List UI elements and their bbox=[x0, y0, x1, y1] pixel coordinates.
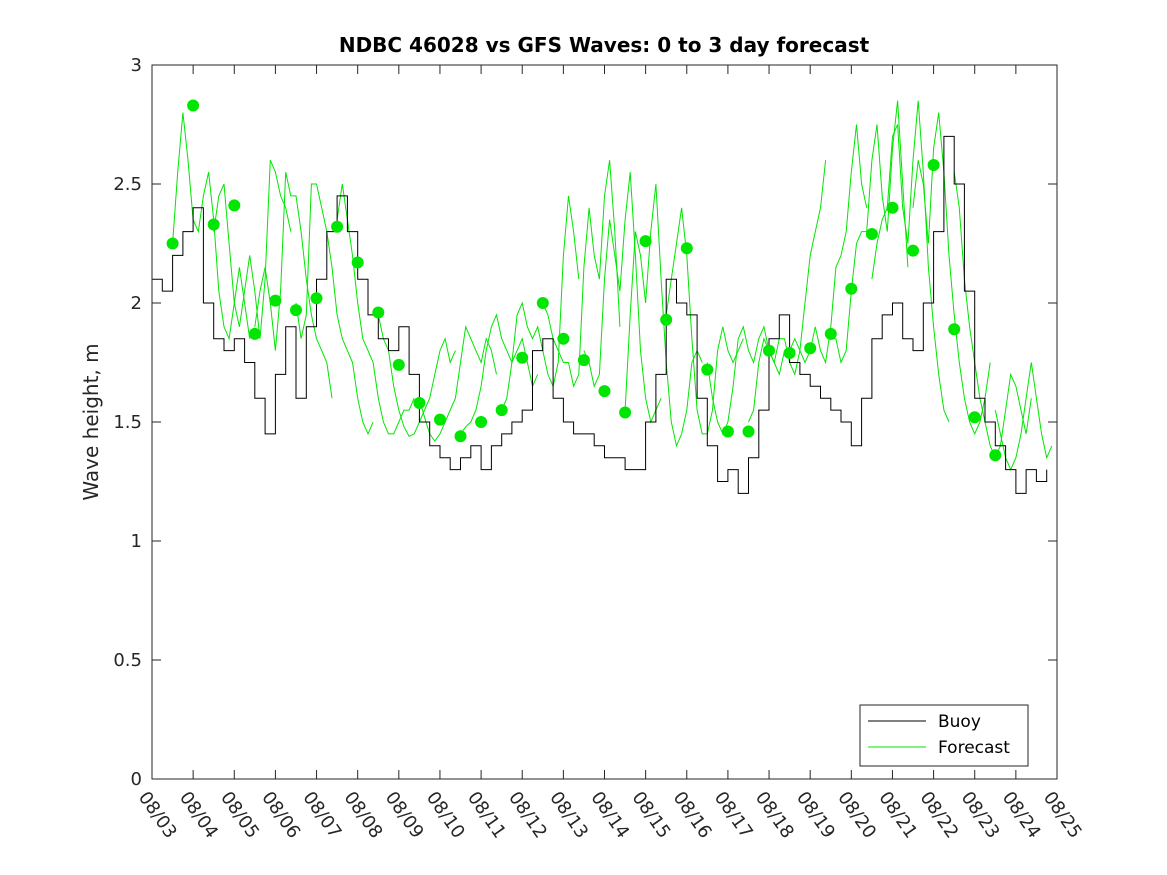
forecast-run-line bbox=[418, 324, 497, 442]
forecast-point bbox=[845, 282, 858, 295]
forecast-run-line bbox=[665, 207, 744, 435]
forecast-point bbox=[804, 342, 817, 355]
forecast-point bbox=[392, 358, 405, 371]
buoy-line bbox=[152, 135, 1048, 494]
forecast-point bbox=[660, 313, 673, 326]
legend: Buoy Forecast bbox=[859, 704, 1029, 767]
forecast-run-line bbox=[789, 124, 868, 365]
y-tick-label: 2 bbox=[131, 293, 142, 314]
forecast-run-line bbox=[912, 112, 991, 436]
forecast-point bbox=[701, 363, 714, 376]
y-axis: 0 0.5 1 1.5 2 2.5 3 bbox=[113, 55, 1057, 790]
legend-forecast-label: Forecast bbox=[938, 738, 1010, 758]
forecast-point bbox=[968, 411, 981, 424]
forecast-point bbox=[865, 228, 878, 240]
y-axis-label: Wave height, m bbox=[79, 343, 103, 500]
forecast-run-line bbox=[460, 313, 539, 435]
forecast-point bbox=[248, 327, 261, 340]
y-tick-label: 1.5 bbox=[113, 412, 142, 433]
forecast-point bbox=[228, 199, 241, 212]
chart-title: NDBC 46028 vs GFS Waves: 0 to 3 day fore… bbox=[339, 33, 870, 57]
forecast-point bbox=[886, 201, 899, 214]
forecast-point bbox=[310, 292, 323, 305]
forecast-point bbox=[516, 351, 529, 364]
plot-area bbox=[152, 65, 1057, 779]
forecast-markers bbox=[166, 99, 1002, 462]
forecast-point bbox=[434, 413, 446, 426]
forecast-point bbox=[413, 397, 426, 409]
legend-box bbox=[859, 704, 1029, 767]
legend-buoy-label: Buoy bbox=[938, 712, 981, 732]
forecast-point bbox=[207, 218, 220, 231]
forecast-run-line bbox=[213, 160, 292, 339]
forecast-run-line bbox=[994, 362, 1053, 471]
forecast-point bbox=[948, 323, 961, 336]
y-tick-label: 2.5 bbox=[113, 174, 142, 195]
forecast-point bbox=[454, 430, 467, 443]
forecast-run-line bbox=[172, 112, 251, 341]
forecast-run-line bbox=[583, 172, 662, 424]
forecast-run-line bbox=[295, 183, 374, 436]
forecast-point bbox=[721, 425, 734, 438]
forecast-point bbox=[536, 297, 549, 309]
forecast-point bbox=[495, 404, 508, 417]
forecast-run-line bbox=[254, 171, 333, 399]
forecast-point bbox=[639, 235, 652, 248]
y-tick-label: 1 bbox=[131, 531, 142, 552]
forecast-point bbox=[475, 416, 488, 428]
forecast-run-line bbox=[377, 314, 456, 437]
forecast-run-line bbox=[542, 160, 621, 388]
y-tick-label: 3 bbox=[131, 55, 142, 76]
forecast-point bbox=[166, 237, 179, 250]
forecast-point bbox=[331, 220, 344, 233]
forecast-point bbox=[783, 347, 796, 359]
y-tick-label: 0 bbox=[131, 769, 142, 790]
forecast-run-line bbox=[501, 195, 580, 411]
forecast-point bbox=[989, 449, 1002, 462]
forecast-point bbox=[598, 385, 611, 398]
forecast-point bbox=[742, 425, 755, 438]
y-tick-label: 0.5 bbox=[113, 650, 142, 671]
forecast-point bbox=[557, 332, 570, 345]
forecast-point bbox=[619, 406, 632, 419]
buoy-series bbox=[152, 135, 1048, 494]
forecast-run-line bbox=[871, 100, 950, 423]
forecast-run-line bbox=[336, 183, 415, 435]
forecast-point bbox=[680, 242, 693, 255]
forecast-point bbox=[290, 304, 302, 317]
forecast-point bbox=[372, 306, 385, 319]
forecast-point bbox=[824, 327, 837, 340]
forecast-point bbox=[577, 354, 590, 367]
forecast-point bbox=[763, 344, 775, 357]
forecast-point bbox=[907, 244, 919, 257]
forecast-run-line bbox=[830, 100, 909, 365]
forecast-point bbox=[927, 159, 940, 171]
forecast-point bbox=[269, 294, 282, 307]
forecast-point bbox=[187, 99, 200, 112]
forecast-point bbox=[351, 256, 364, 269]
